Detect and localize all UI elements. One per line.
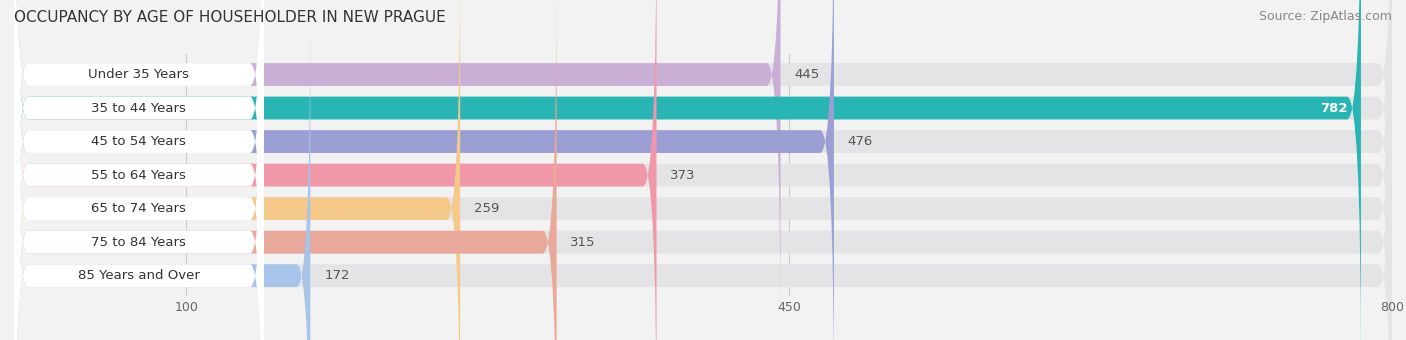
FancyBboxPatch shape: [14, 0, 264, 340]
Text: 55 to 64 Years: 55 to 64 Years: [91, 169, 187, 182]
Text: 45 to 54 Years: 45 to 54 Years: [91, 135, 187, 148]
Text: 65 to 74 Years: 65 to 74 Years: [91, 202, 187, 215]
Text: Under 35 Years: Under 35 Years: [89, 68, 190, 81]
FancyBboxPatch shape: [14, 19, 1392, 340]
FancyBboxPatch shape: [14, 19, 311, 340]
Text: 172: 172: [325, 269, 350, 282]
FancyBboxPatch shape: [14, 0, 834, 340]
FancyBboxPatch shape: [14, 0, 264, 340]
FancyBboxPatch shape: [14, 19, 264, 340]
Text: 315: 315: [571, 236, 596, 249]
FancyBboxPatch shape: [14, 0, 264, 340]
Text: 75 to 84 Years: 75 to 84 Years: [91, 236, 187, 249]
FancyBboxPatch shape: [14, 0, 780, 332]
Text: 476: 476: [848, 135, 873, 148]
Text: 259: 259: [474, 202, 499, 215]
FancyBboxPatch shape: [14, 0, 264, 340]
Text: 85 Years and Over: 85 Years and Over: [77, 269, 200, 282]
FancyBboxPatch shape: [14, 0, 1392, 340]
FancyBboxPatch shape: [14, 0, 1361, 340]
FancyBboxPatch shape: [14, 0, 557, 340]
FancyBboxPatch shape: [14, 0, 460, 340]
Text: 373: 373: [671, 169, 696, 182]
FancyBboxPatch shape: [14, 0, 264, 332]
Text: Source: ZipAtlas.com: Source: ZipAtlas.com: [1258, 10, 1392, 23]
FancyBboxPatch shape: [14, 0, 1392, 340]
Text: 782: 782: [1320, 102, 1347, 115]
FancyBboxPatch shape: [14, 0, 1392, 340]
FancyBboxPatch shape: [14, 0, 264, 340]
FancyBboxPatch shape: [14, 0, 657, 340]
Text: 445: 445: [794, 68, 820, 81]
FancyBboxPatch shape: [14, 0, 1392, 332]
FancyBboxPatch shape: [14, 0, 1392, 340]
Text: OCCUPANCY BY AGE OF HOUSEHOLDER IN NEW PRAGUE: OCCUPANCY BY AGE OF HOUSEHOLDER IN NEW P…: [14, 10, 446, 25]
FancyBboxPatch shape: [14, 0, 1392, 340]
Text: 35 to 44 Years: 35 to 44 Years: [91, 102, 187, 115]
